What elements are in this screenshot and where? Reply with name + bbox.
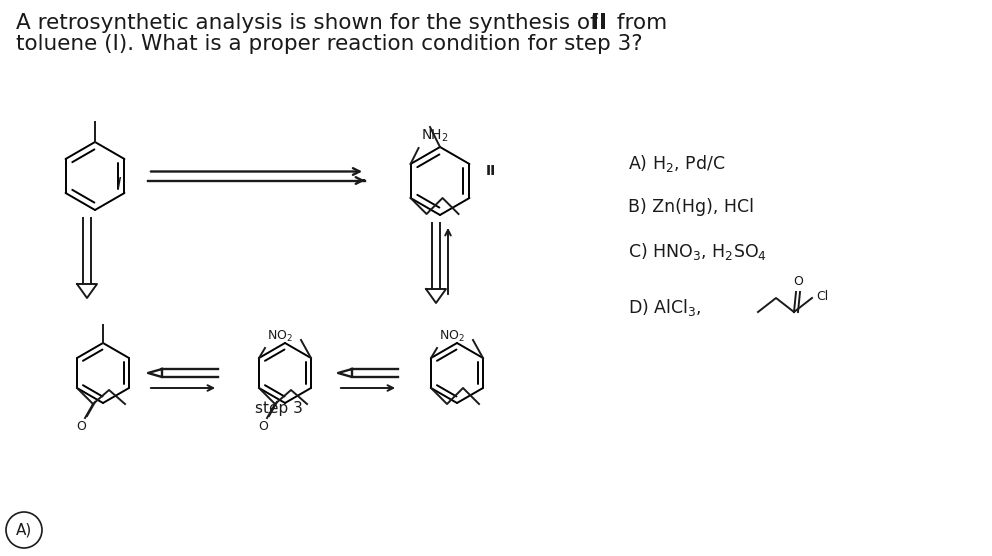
Text: NH$_2$: NH$_2$ (421, 127, 448, 144)
Text: O: O (76, 420, 86, 433)
Text: O: O (793, 275, 803, 288)
Text: A): A) (16, 523, 32, 538)
Text: II: II (486, 164, 496, 178)
Text: NO$_2$: NO$_2$ (267, 329, 293, 344)
Polygon shape (426, 289, 446, 303)
Text: C) HNO$_3$, H$_2$SO$_4$: C) HNO$_3$, H$_2$SO$_4$ (628, 241, 767, 261)
Polygon shape (338, 369, 352, 377)
Text: B) Zn(Hg), HCl: B) Zn(Hg), HCl (628, 198, 754, 216)
Text: NO$_2$: NO$_2$ (439, 329, 465, 344)
Text: D) AlCl$_3$,: D) AlCl$_3$, (628, 297, 701, 319)
Text: II: II (591, 13, 607, 33)
Text: toluene (I). What is a proper reaction condition for step 3?: toluene (I). What is a proper reaction c… (16, 34, 643, 54)
Polygon shape (77, 284, 97, 298)
Text: from: from (610, 13, 668, 33)
Text: step 3: step 3 (255, 401, 303, 416)
Text: O: O (258, 420, 268, 433)
Text: Cl: Cl (816, 290, 828, 302)
Text: A retrosynthetic analysis is shown for the synthesis of: A retrosynthetic analysis is shown for t… (16, 13, 605, 33)
Text: A) H$_2$, Pd/C: A) H$_2$, Pd/C (628, 152, 725, 173)
Text: I: I (117, 176, 121, 191)
Polygon shape (148, 369, 162, 377)
